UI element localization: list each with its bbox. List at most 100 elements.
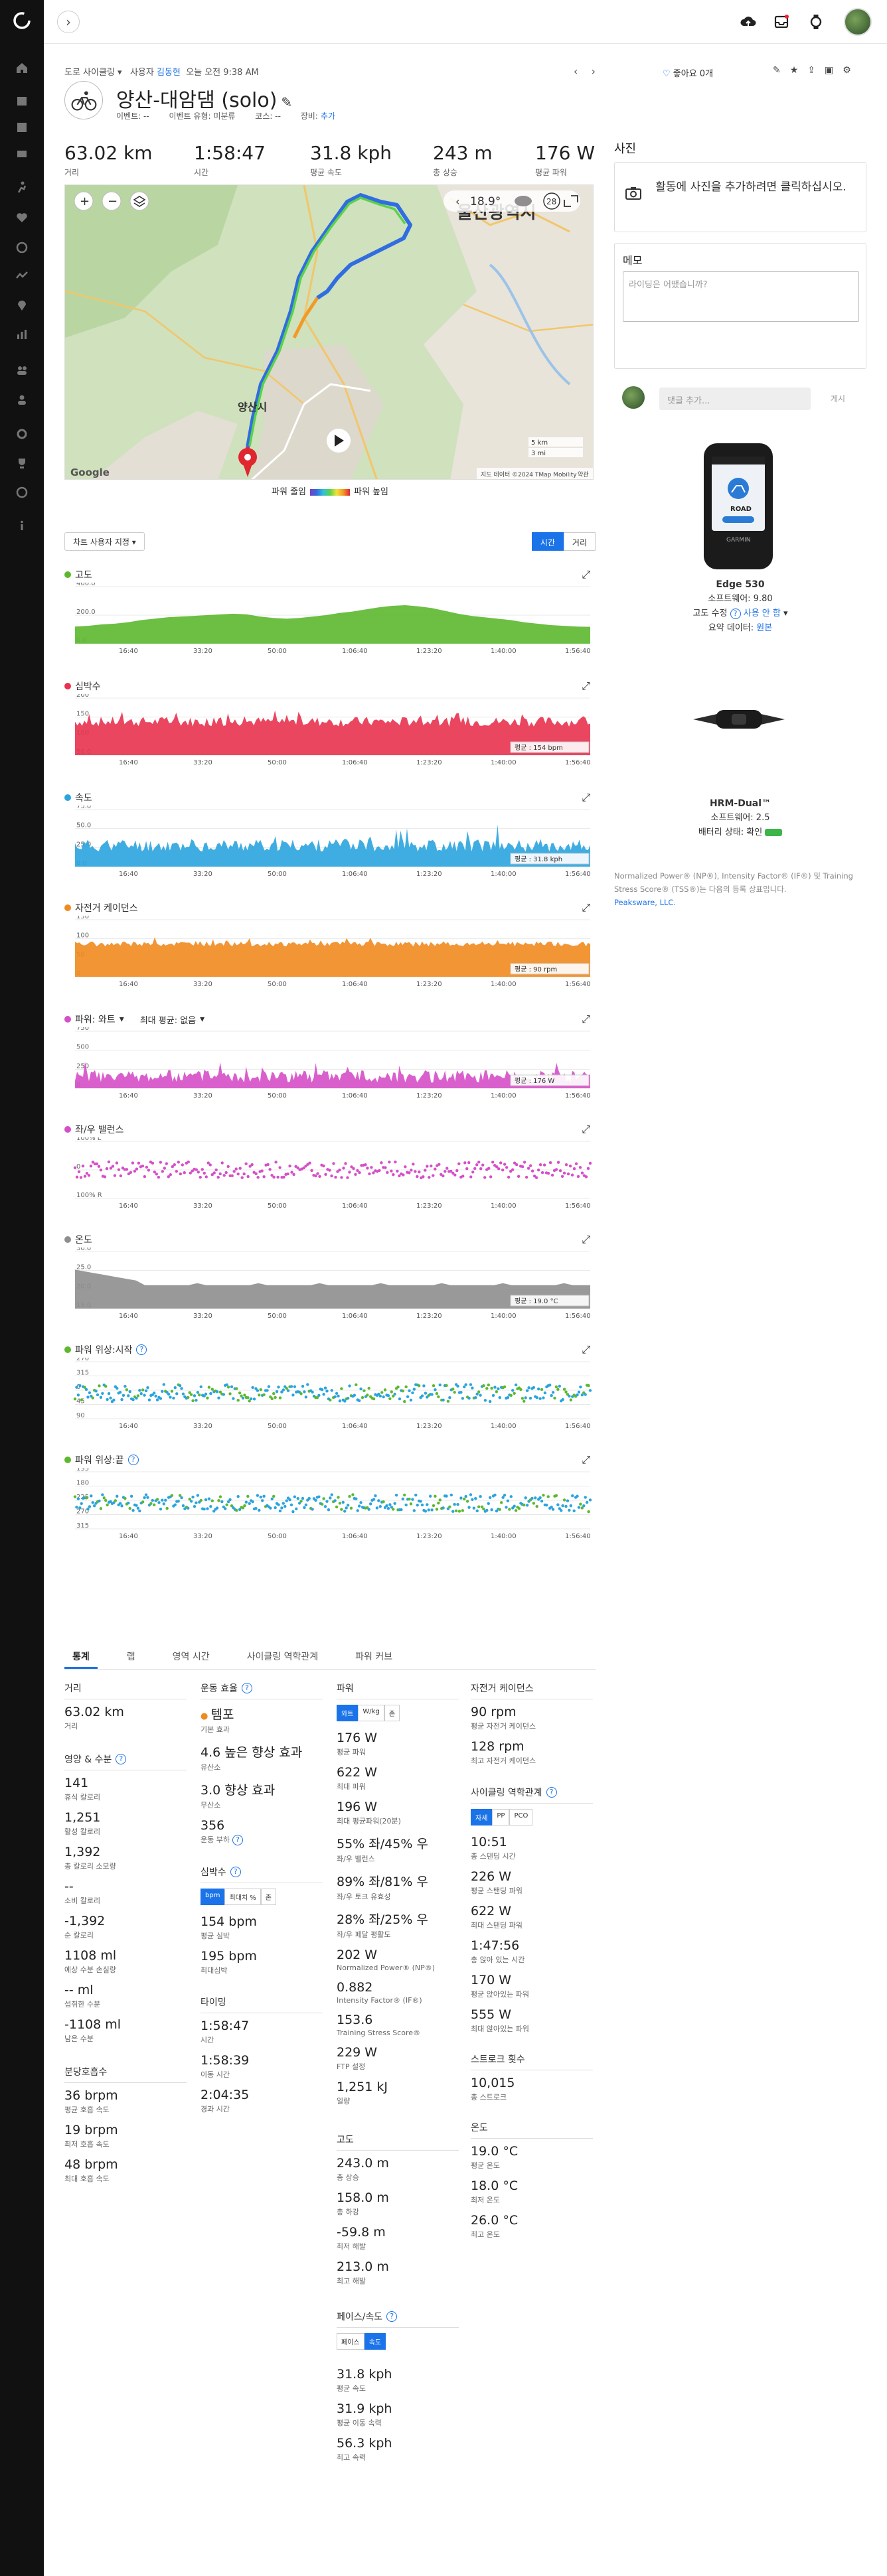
help-icon[interactable]: ? [116,1754,127,1764]
share-icon[interactable]: ⇪ [807,65,825,76]
activity-title[interactable]: 양산-대암댐 (solo) [116,89,278,112]
help-icon[interactable]: ? [386,2311,398,2322]
balance-plot[interactable]: 100% L 0 100% R 16:40 33:20 50:00 1:06:40 1:23:… [64,1137,596,1214]
map-fullscreen-icon[interactable] [564,195,578,207]
route-map[interactable]: 울산광역시 양산시 + − 18.9° 28 ‹ 5 km 3 mi [64,184,594,480]
power-phase-end-plot[interactable]: 13518022527031516:4033:2050:001:06:401:2… [64,1468,596,1545]
speed-plot[interactable]: 75.050.025.00.016:4033:2050:001:06:401:2… [64,806,596,883]
power-chart-title[interactable]: 파워: 와트 [75,1015,116,1025]
comment-input[interactable]: 댓글 추가... [659,388,811,410]
settings-icon[interactable]: ⚙ [843,65,860,76]
edit-title-icon[interactable]: ✎ [281,94,293,110]
map-play-button[interactable] [327,429,351,453]
device-name[interactable]: Edge 530 [716,579,765,590]
help-icon[interactable]: ? [241,1683,252,1693]
position-button[interactable]: 자세 [471,1809,493,1825]
expand-chart-icon[interactable]: ⤢ [582,791,590,804]
help-icon[interactable]: ? [546,1787,557,1798]
tab-time-in-zone[interactable]: 영역 시간 [172,1652,210,1662]
speed-button[interactable]: 속도 [364,2333,386,2350]
expand-chart-icon[interactable]: ⤢ [582,1123,590,1135]
pace-button[interactable]: 페이스 [337,2333,364,2350]
x-axis-time-button[interactable]: 시간 [531,532,564,551]
max-avg-dropdown[interactable]: 최대 평균: 없음 [139,1015,197,1026]
map-zoom-controls[interactable]: + − [74,191,149,211]
map-pin-icon[interactable] [15,299,29,312]
help-icon[interactable]: ? [232,1835,243,1845]
heart-rate-plot[interactable]: 20015010050.016:4033:2050:001:06:401:23:… [64,694,596,771]
info-icon[interactable] [15,519,29,532]
upload-cloud-icon[interactable] [740,13,757,31]
weather-prev-arrow[interactable]: ‹ [455,195,459,208]
user-link[interactable]: 김동현 [157,68,181,78]
zoom-out-icon[interactable]: − [108,194,118,208]
trophy-icon[interactable] [15,457,29,470]
course-dropdown[interactable]: 코스: -- [255,111,281,121]
expand-chart-icon[interactable]: ⤢ [582,1233,590,1246]
training-icon[interactable] [15,269,29,283]
performance-icon[interactable] [15,240,29,253]
help-icon[interactable] [15,486,29,499]
edit-icon[interactable]: ✎ [773,65,790,76]
power-plot[interactable]: 750500250016:4033:2050:001:06:401:23:201… [64,1027,596,1104]
cadence-plot[interactable]: 15010050016:4033:2050:001:06:401:23:201:… [64,916,596,993]
expand-chart-icon[interactable]: ⤢ [582,1013,590,1025]
map-terms-link[interactable]: 약관 [578,470,589,478]
x-axis-distance-button[interactable]: 거리 [563,532,596,551]
pp-button[interactable]: PP [492,1809,510,1825]
elevation-correction-dropdown[interactable]: 사용 안 함 [743,608,781,618]
tab-cycling-dynamics[interactable]: 사이클링 역학관계 [246,1652,319,1662]
gear-icon[interactable] [15,427,29,441]
help-icon[interactable]: ? [136,1344,147,1355]
next-activity-button[interactable]: › [591,65,596,78]
newsfeed-icon[interactable] [15,147,29,161]
groups-icon[interactable] [15,393,29,406]
tab-laps[interactable]: 랩 [126,1652,135,1662]
map-canvas[interactable]: 울산광역시 양산시 + − 18.9° 28 ‹ 5 km 3 mi [65,185,594,480]
hr-zone-button[interactable]: 존 [260,1889,276,1905]
comment-post-button[interactable]: 게시 [831,394,846,403]
user-avatar[interactable] [844,8,872,36]
heart-icon[interactable]: ♡ [663,69,671,79]
power-phase-start-plot[interactable]: 270 315 0 45 90 16:40 33:20 50:00 1:06:40 1:23:20… [64,1358,596,1435]
inbox-icon[interactable] [773,13,790,31]
zoom-in-icon[interactable]: + [80,194,90,208]
event-type-dropdown[interactable]: 이벤트 유형: 미분류 [169,111,236,121]
summary-data-link[interactable]: 원본 [756,623,773,633]
garmin-connect-logo[interactable] [12,11,32,31]
health-icon[interactable] [15,211,29,224]
pco-button[interactable]: PCO [509,1809,533,1825]
gear-add-link[interactable]: 추가 [320,111,335,121]
power-zone-button[interactable]: 존 [384,1705,400,1721]
hr-max-percent-button[interactable]: 최대치 % [224,1889,261,1905]
expand-chart-icon[interactable]: ⤢ [582,1453,590,1466]
like-button[interactable]: ♡ 좋아요 0개 [663,69,714,79]
watch-icon[interactable] [807,13,825,31]
power-wkg-button[interactable]: W/kg [358,1705,384,1721]
customize-charts-dropdown[interactable]: 차트 사용자 지정 ▾ [64,532,145,551]
device-name[interactable]: HRM-Dual™ [709,798,771,809]
tab-power-curve[interactable]: 파워 커브 [355,1652,393,1662]
star-icon[interactable]: ★ [789,65,808,76]
activities-icon[interactable] [15,180,29,194]
event-dropdown[interactable]: 이벤트: -- [116,111,149,121]
lock-icon[interactable]: ▣ [825,65,843,76]
elevation-plot[interactable]: 400.0200.00.016:4033:2050:001:06:401:23:… [64,583,596,660]
expand-chart-icon[interactable]: ⤢ [582,1343,590,1356]
power-watts-button[interactable]: 와트 [337,1705,359,1721]
expand-chart-icon[interactable]: ⤢ [582,901,590,914]
temperature-plot[interactable]: 30.025.020.015.016:4033:2050:001:06:401:… [64,1248,596,1324]
peaksware-link[interactable]: Peaksware, LLC. [614,898,677,907]
map-layers-icon[interactable] [133,196,146,207]
expand-chart-icon[interactable]: ⤢ [582,680,590,692]
insights-icon[interactable] [15,328,29,341]
hr-bpm-button[interactable]: bpm [201,1889,225,1905]
connections-icon[interactable] [15,364,29,377]
notes-textarea[interactable]: 라이딩은 어땠습니까? [623,271,859,322]
help-icon[interactable]: ? [230,1867,241,1877]
tab-stats[interactable]: 통계 [64,1644,98,1669]
expand-chart-icon[interactable]: ⤢ [582,568,590,581]
help-icon[interactable]: ? [730,608,741,619]
help-icon[interactable]: ? [127,1455,139,1465]
home-icon[interactable] [15,61,29,74]
